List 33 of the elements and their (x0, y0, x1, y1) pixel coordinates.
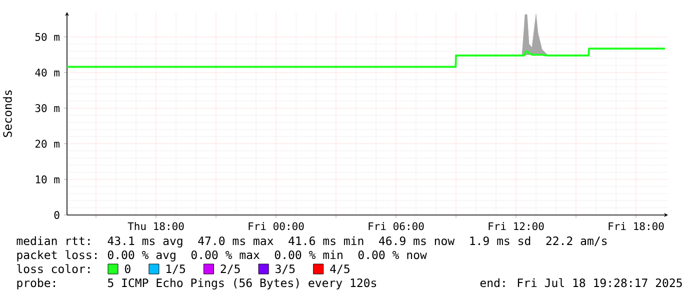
x-tick-label: Fri 18:00 (608, 222, 664, 230)
legend-label: 4/5 (330, 264, 350, 274)
legend-label: 2/5 (220, 264, 240, 274)
y-tick-label: 30 m (35, 104, 60, 112)
text: 22.2 am/s (546, 236, 607, 246)
legend-title: loss color: (17, 264, 90, 274)
y-tick-label: 20 m (35, 140, 60, 148)
text: 0.00 % now (358, 250, 427, 260)
text: 43.1 ms avg (108, 236, 182, 248)
text: 0.00 % min (274, 250, 342, 260)
y-tick-label: 10 m (36, 175, 60, 184)
legend-label: 3/5 (276, 264, 295, 274)
text: end: Fri Jul 18 19:28:17 2025 (480, 278, 682, 288)
y-axis-title: Seconds (2, 90, 12, 137)
text: probe: (17, 278, 55, 290)
legend-label: 0 (124, 264, 130, 274)
y-tick-label: 50 m (35, 32, 60, 41)
text: 41.6 ms min (288, 236, 364, 246)
x-tick-label: Fri 12:00 (488, 222, 544, 230)
text: 5 ICMP Echo Pings (56 Bytes) every 120s (108, 278, 376, 290)
text: median rtt: (16, 236, 90, 246)
text: 46.9 ms now (379, 236, 455, 246)
y-tick-label: 0 (54, 211, 60, 219)
x-tick-label: Fri 00:00 (248, 222, 304, 230)
text: packet loss: (17, 250, 97, 262)
text: 1.9 ms sd (470, 236, 530, 246)
x-tick-label: Fri 06:00 (368, 222, 424, 230)
text: 0.00 % max (191, 250, 260, 260)
text: 47.0 ms max (198, 236, 274, 246)
legend-label: 1/5 (166, 264, 185, 274)
y-tick-label: 40 m (35, 68, 60, 77)
text: 0.00 % avg (108, 250, 176, 262)
x-tick-label: Thu 18:00 (128, 222, 184, 230)
